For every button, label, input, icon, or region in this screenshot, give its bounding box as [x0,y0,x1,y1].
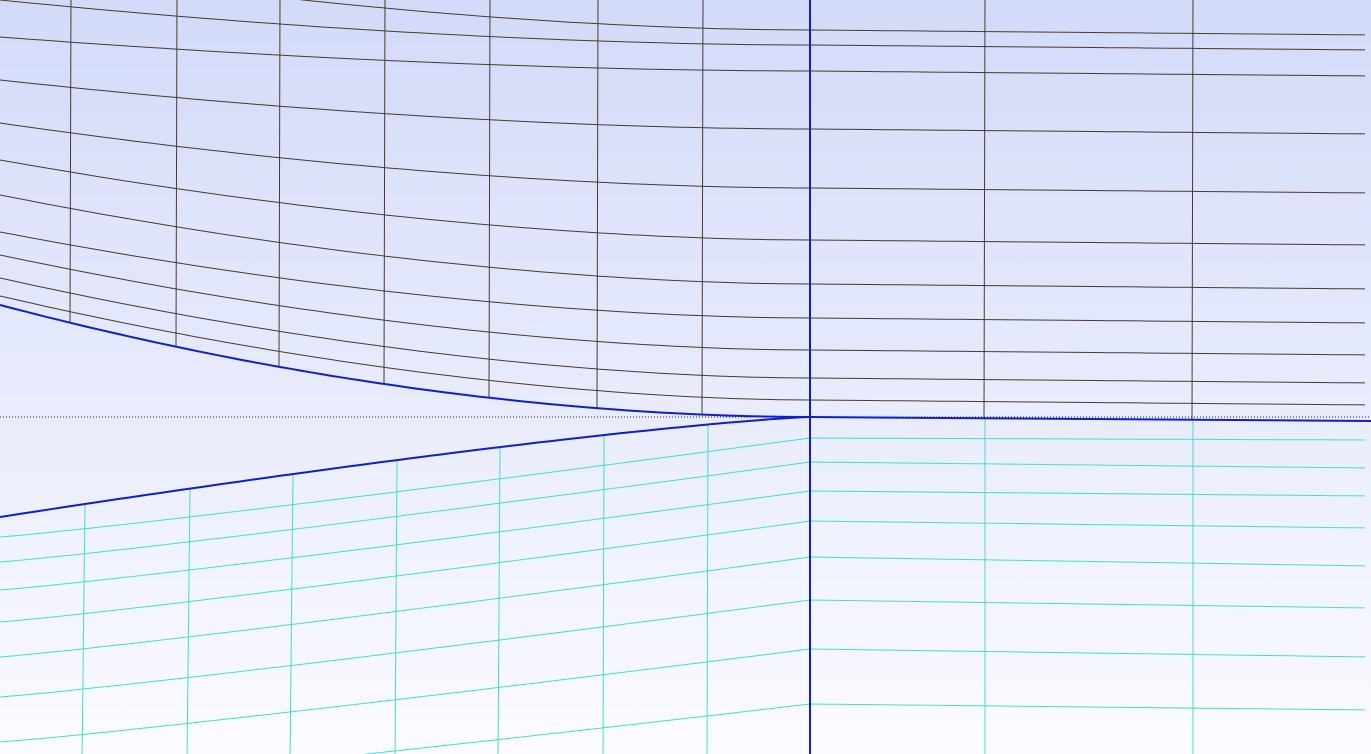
upper-mesh-column-line [983,0,986,419]
upper-mesh-row-line [0,194,1366,290]
lower-mesh-column-line [394,460,398,754]
lower-mesh-column-line [81,504,86,754]
lower-mesh-row-line [0,556,1366,658]
lower-mesh-column-line [289,474,294,754]
lower-mesh-column-line [497,447,501,754]
lower-mesh-row-line [362,703,1366,754]
upper-mesh-row-line [299,0,1366,36]
upper-mesh-column-line [69,0,72,323]
upper-mesh-column-line [383,0,386,385]
lower-mesh-row-line [0,520,1366,623]
upper-mesh-column-line [701,0,704,415]
lower-mesh-row-line [0,437,1366,538]
upper-mesh-row-line [0,122,1366,194]
right-boundary-line [809,416,1371,422]
upper-mesh-column-line [596,0,599,409]
lower-mesh-column-line [186,488,191,754]
upper-boundary-curve [0,304,810,418]
upper-mesh-row-line [0,295,1366,406]
upper-mesh-row-line [0,0,1366,51]
lower-boundary-curve [0,416,811,518]
lower-mesh-block [0,418,1366,754]
upper-mesh-row-line [0,79,1366,135]
upper-mesh-column-line [488,0,491,398]
lower-mesh-column-line [706,424,709,754]
lower-mesh-row-line [0,490,1366,591]
lower-mesh-row-line [0,461,1366,563]
upper-mesh-row-line [0,36,1366,77]
lower-mesh-row-line [0,648,1366,743]
upper-mesh-row-line [0,277,1366,384]
upper-mesh-column-line [278,0,281,368]
lower-mesh-row-line [0,599,1366,698]
upper-mesh-row-line [0,159,1366,246]
upper-mesh-block [0,0,1366,420]
upper-mesh-row-line [0,254,1366,356]
lower-mesh-column-line [602,435,605,754]
upper-mesh-column-line [1191,0,1194,420]
upper-mesh-column-line [175,0,178,347]
upper-mesh-row-line [0,231,1366,324]
